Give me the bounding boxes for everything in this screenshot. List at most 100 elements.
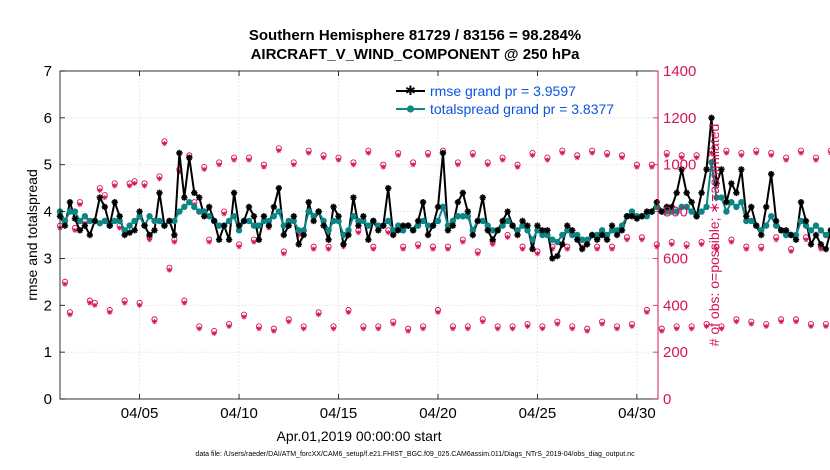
spread-point (529, 236, 536, 243)
spread-point (71, 208, 79, 215)
obs-assimilated-point (415, 244, 421, 250)
rmse-point (474, 217, 481, 225)
spread-point (310, 213, 317, 220)
y-tick-label: 5 (44, 157, 52, 174)
obs-assimilated-point (395, 152, 401, 158)
spread-point (688, 208, 695, 215)
rmse-point (509, 222, 516, 229)
spread-point (504, 217, 511, 225)
y-axis-right-label: # of obs: o=possible; ∗=assimilated (706, 124, 722, 347)
rmse-point (285, 222, 292, 229)
rmse-point (295, 241, 302, 248)
spread-point (131, 217, 138, 225)
spread-point (792, 231, 800, 239)
rmse-point (723, 199, 730, 206)
obs-assimilated-point (693, 155, 700, 161)
spread-point (335, 217, 342, 225)
obs-assimilated-point (619, 155, 625, 161)
rmse-point (574, 236, 581, 243)
rmse-point (215, 236, 223, 243)
x-tick-label: 04/25 (519, 405, 557, 422)
rmse-point (469, 231, 476, 239)
obs-assimilated-point (514, 164, 521, 170)
spread-point (728, 199, 735, 206)
rmse-point (310, 217, 317, 225)
obs-assimilated-point (445, 246, 451, 252)
rmse-point (409, 227, 417, 234)
obs-assimilated-point (276, 148, 282, 154)
rmse-point (544, 227, 551, 234)
obs-assimilated-point (107, 309, 113, 315)
spread-point (111, 217, 118, 225)
rmse-point (350, 194, 357, 201)
obs-assimilated-point (92, 302, 98, 308)
obs-assimilated-point (330, 326, 337, 332)
rmse-point (210, 217, 218, 225)
rmse-point (767, 170, 775, 178)
rmse-point (638, 213, 646, 220)
obs-assimilated-point (813, 157, 819, 163)
rmse-point (330, 203, 337, 211)
obs-assimilated-point (380, 164, 386, 170)
obs-assimilated-point (206, 239, 212, 245)
obs-assimilated-point (216, 162, 222, 168)
rmse-point (156, 189, 163, 197)
obs-assimilated-point (181, 300, 187, 306)
rmse-point (305, 199, 312, 206)
spread-point (201, 208, 208, 215)
obs-assimilated-point (659, 328, 665, 334)
spread-point (66, 208, 74, 215)
rmse-point (733, 189, 740, 197)
spread-point (514, 227, 521, 234)
spread-point (81, 213, 89, 220)
spread-point (743, 217, 750, 225)
spread-point (484, 222, 491, 229)
obs-assimilated-point (196, 326, 202, 332)
rmse-point (116, 213, 123, 220)
rmse-point (464, 208, 472, 215)
rmse-point (265, 222, 273, 229)
obs-assimilated-point (748, 321, 754, 327)
obs-assimilated-point (241, 314, 247, 320)
obs-assimilated-point (410, 162, 416, 168)
y-tick-label: 1 (44, 344, 52, 361)
y-tick-label: 4 (44, 204, 52, 221)
spread-point (345, 227, 352, 234)
obs-assimilated-point (271, 328, 277, 334)
rmse-point (827, 227, 830, 234)
obs-assimilated-point (485, 162, 491, 168)
obs-assimilated-point (524, 323, 531, 329)
obs-assimilated-point (405, 328, 411, 334)
obs-assimilated-point (664, 152, 670, 158)
spread-point (449, 217, 457, 225)
spread-point (255, 222, 263, 229)
rmse-point (126, 229, 133, 236)
spread-point (414, 222, 422, 229)
obs-assimilated-point (117, 225, 123, 231)
rmse-point (593, 236, 601, 243)
obs-assimilated-point (370, 246, 376, 252)
rmse-point (743, 213, 750, 220)
spread-point (285, 217, 292, 225)
rmse-point (355, 222, 362, 229)
obs-assimilated-point (211, 330, 217, 336)
rmse-point (504, 208, 511, 215)
obs-assimilated-point (87, 300, 93, 306)
spread-point (191, 203, 198, 211)
rmse-point (71, 215, 79, 222)
obs-assimilated-point (390, 321, 396, 327)
rmse-point (141, 222, 148, 229)
spread-point (817, 227, 825, 234)
rmse-point (131, 227, 138, 234)
spread-point (802, 222, 810, 229)
rmse-point (693, 213, 700, 220)
rmse-point (424, 231, 432, 239)
left-axis: 0 1 2 3 4 5 6 7 (44, 63, 65, 408)
rmse-point (792, 236, 800, 243)
rmse-point (807, 241, 815, 248)
obs-assimilated-point (500, 157, 506, 163)
rmse-point (633, 215, 641, 222)
spread-point (260, 217, 268, 225)
rmse-point (61, 222, 69, 229)
